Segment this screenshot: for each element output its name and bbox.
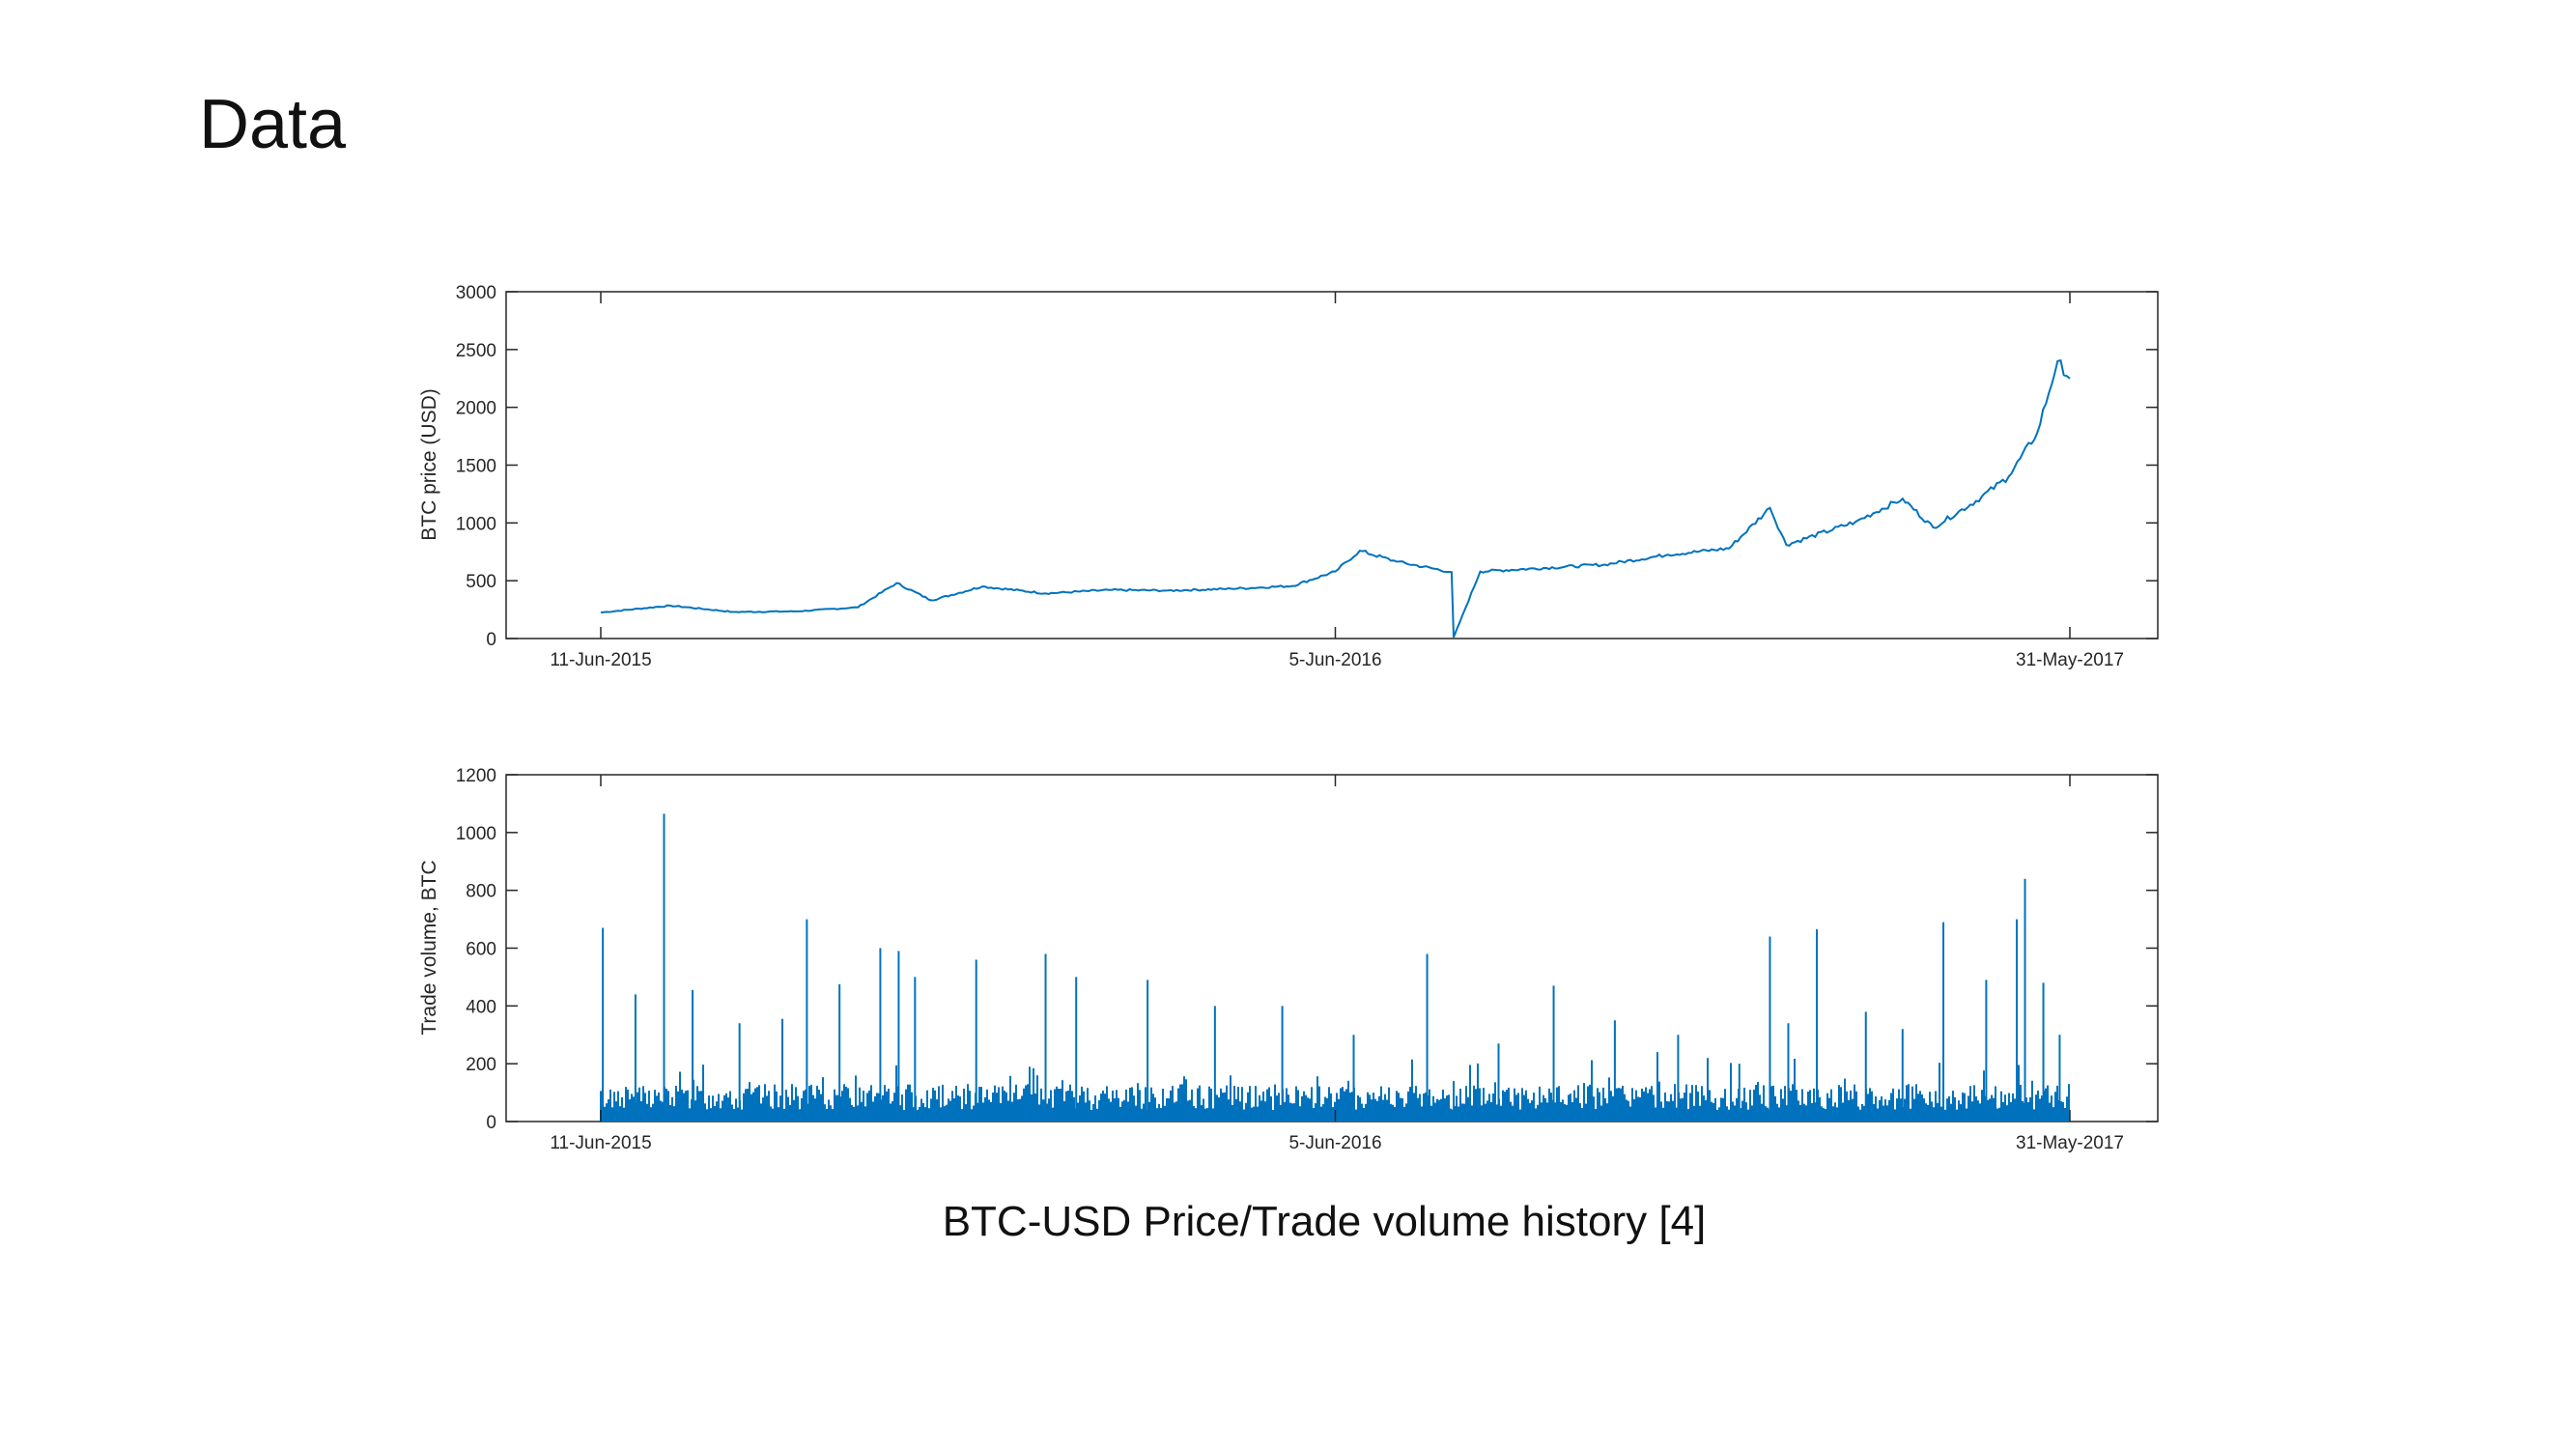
volume-y-axis: 0 200 400 600 800 1000 1200 [456, 766, 2158, 1133]
y-tick-label: 600 [466, 940, 496, 960]
y-tick-label: 800 [466, 882, 496, 902]
price-x-axis: 11-Jun-2015 5-Jun-2016 31-May-2017 [550, 292, 2124, 670]
volume-x-axis: 11-Jun-2015 5-Jun-2016 31-May-2017 [550, 775, 2124, 1153]
x-tick-label: 11-Jun-2015 [550, 650, 651, 670]
price-plot-area [505, 291, 2159, 639]
y-tick-label: 2500 [456, 341, 496, 361]
y-tick-label: 2000 [456, 399, 496, 419]
y-tick-label: 1200 [456, 766, 496, 786]
x-tick-label: 31-May-2017 [2016, 650, 2124, 670]
y-tick-label: 0 [486, 630, 496, 650]
y-tick-label: 0 [486, 1113, 496, 1133]
slide-title: Data [199, 86, 347, 163]
volume-y-axis-label: Trade volume, BTC [418, 860, 440, 1035]
y-tick-label: 1000 [456, 514, 496, 534]
x-tick-label: 31-May-2017 [2016, 1133, 2124, 1153]
x-tick-label: 5-Jun-2016 [1288, 650, 1381, 670]
price-series-line [600, 359, 2071, 639]
x-tick-label: 11-Jun-2015 [550, 1133, 651, 1153]
y-tick-label: 1500 [456, 457, 496, 477]
price-y-axis: 0 500 1000 1500 2000 2500 3000 [456, 283, 2158, 650]
y-tick-label: 500 [466, 572, 496, 592]
y-tick-label: 3000 [456, 283, 496, 303]
price-y-axis-label: BTC price (USD) [418, 388, 440, 541]
y-tick-label: 200 [466, 1055, 496, 1075]
figure-caption: BTC-USD Price/Trade volume history [4] [942, 1198, 1707, 1245]
y-tick-label: 400 [466, 997, 496, 1017]
y-tick-label: 1000 [456, 824, 496, 844]
x-tick-label: 5-Jun-2016 [1288, 1133, 1381, 1153]
volume-chart: 0 200 400 600 800 1000 1200 11-Jun-2015 5-Jun-2… [418, 766, 2159, 1153]
volume-series [602, 813, 2061, 1122]
volume-plot-area [505, 774, 2159, 1122]
price-chart: 0 500 1000 1500 2000 2500 3000 11-Jun-2015 5-Ju… [418, 283, 2159, 670]
